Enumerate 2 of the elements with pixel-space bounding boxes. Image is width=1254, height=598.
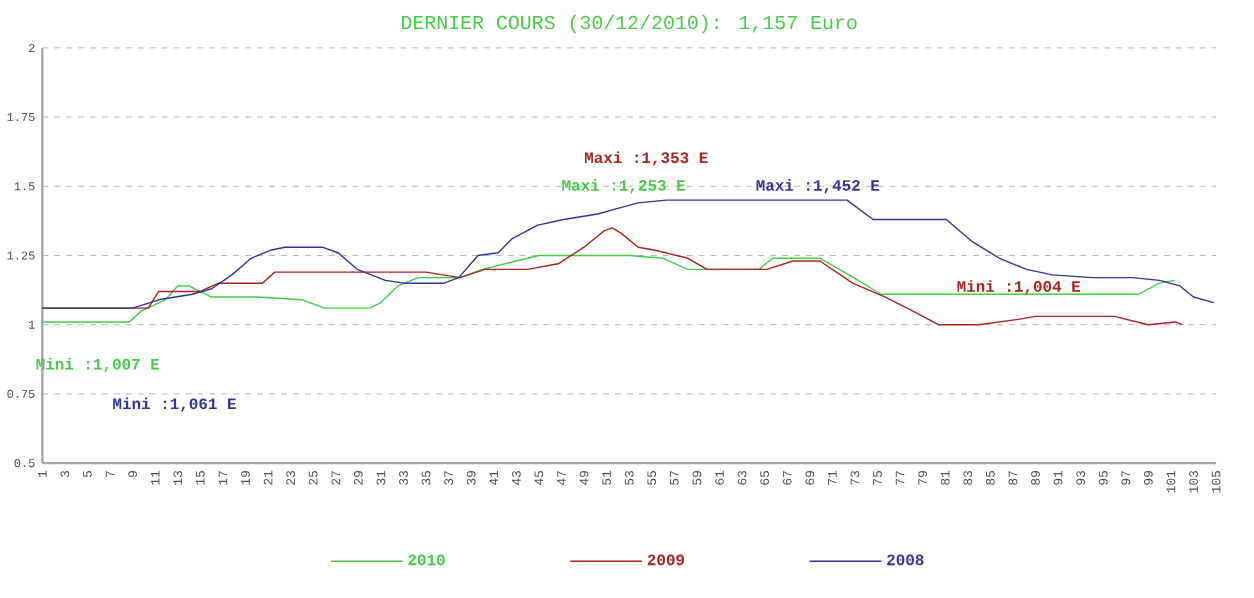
chart-title: DERNIER COURS (30/12/2010): 1,157 Euro <box>402 14 857 33</box>
line-series <box>41 199 1215 309</box>
